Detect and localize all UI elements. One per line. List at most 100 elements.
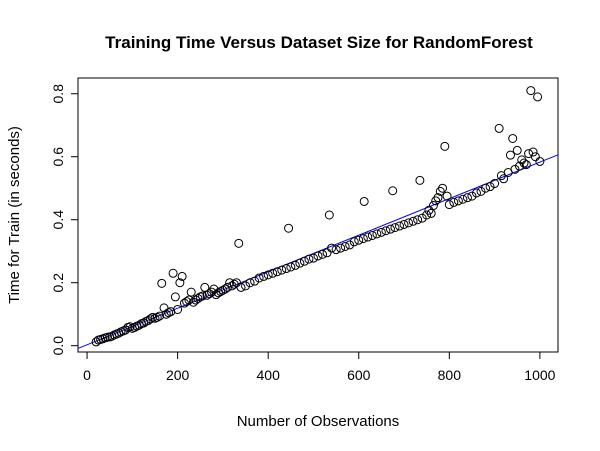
data-point	[170, 292, 180, 302]
data-point	[191, 295, 201, 305]
data-point	[130, 322, 140, 332]
data-point	[376, 227, 386, 237]
data-point	[510, 164, 520, 174]
data-point	[295, 258, 305, 268]
data-point	[241, 281, 251, 291]
data-point	[263, 270, 273, 280]
data-point	[388, 186, 398, 196]
data-point	[372, 229, 382, 239]
data-point	[268, 268, 278, 278]
data-point	[395, 221, 405, 231]
data-point	[193, 293, 203, 303]
x-tick-label: 0	[83, 367, 91, 383]
data-point	[231, 278, 241, 288]
data-point	[359, 196, 369, 206]
data-point	[499, 174, 509, 184]
data-point	[159, 303, 169, 313]
data-point	[413, 215, 423, 225]
data-point	[535, 156, 545, 166]
data-point	[431, 196, 441, 206]
y-axis: 0.0 0.2 0.4 0.6 0.8	[50, 84, 79, 356]
data-point	[227, 281, 237, 291]
data-point	[349, 237, 359, 247]
data-point	[281, 264, 291, 274]
data-point	[354, 235, 364, 245]
data-point	[152, 312, 162, 322]
data-point	[381, 226, 391, 236]
data-point	[324, 210, 334, 220]
data-point	[121, 325, 131, 335]
data-point	[155, 311, 165, 321]
x-tick-label: 800	[438, 367, 462, 383]
data-point	[145, 314, 155, 324]
data-point	[471, 188, 481, 198]
data-point	[143, 316, 153, 326]
data-point	[272, 267, 282, 277]
data-point	[331, 245, 341, 255]
data-point	[322, 248, 332, 258]
data-point	[449, 197, 459, 207]
data-point	[358, 234, 368, 244]
data-point	[526, 86, 536, 96]
data-point	[166, 307, 176, 317]
data-point	[202, 290, 212, 300]
x-tick-label: 400	[257, 367, 281, 383]
data-point	[415, 175, 425, 185]
data-point	[444, 200, 454, 210]
x-tick-label: 1000	[524, 367, 555, 383]
data-point	[125, 322, 135, 332]
data-point	[308, 253, 318, 263]
data-point	[530, 152, 540, 162]
data-point	[515, 161, 525, 171]
y-tick-label: 0.2	[50, 273, 66, 293]
data-point	[234, 238, 244, 248]
data-point	[424, 205, 434, 215]
data-point	[363, 232, 373, 242]
data-point	[216, 287, 226, 297]
y-tick-label: 0.0	[50, 336, 66, 356]
data-point	[422, 210, 432, 220]
data-point	[259, 271, 269, 281]
data-point	[521, 160, 531, 170]
data-point	[277, 265, 287, 275]
data-point	[336, 243, 346, 253]
x-tick-label: 600	[347, 367, 371, 383]
data-point	[173, 304, 183, 314]
data-point	[175, 278, 185, 288]
data-point	[494, 123, 504, 133]
data-point	[218, 285, 228, 295]
data-point	[134, 320, 144, 330]
data-point	[399, 219, 409, 229]
data-point	[462, 193, 472, 203]
data-point	[245, 278, 255, 288]
data-point	[404, 218, 414, 228]
data-point	[512, 145, 522, 155]
data-point	[458, 194, 468, 204]
data-point	[318, 249, 328, 259]
data-points-group	[91, 86, 545, 347]
data-point	[408, 216, 418, 226]
x-axis-label: Number of Observations	[237, 413, 400, 430]
data-point	[236, 282, 246, 292]
x-tick-label: 200	[166, 367, 190, 383]
data-point	[198, 291, 208, 301]
data-point	[304, 254, 314, 264]
chart-title: Training Time Versus Dataset Size for Ra…	[105, 33, 533, 52]
data-point	[476, 186, 486, 196]
data-point	[390, 223, 400, 233]
data-point	[250, 276, 260, 286]
plot-frame	[77, 77, 559, 353]
x-axis: 0 200 400 600 800 1000	[83, 351, 556, 383]
data-point	[139, 318, 149, 328]
data-point	[161, 309, 171, 319]
data-point	[204, 289, 214, 299]
data-point	[182, 297, 192, 307]
data-point	[286, 262, 296, 272]
data-point	[490, 179, 500, 189]
data-point	[290, 260, 300, 270]
data-point	[299, 256, 309, 266]
data-point	[254, 273, 264, 283]
data-point	[442, 191, 452, 201]
y-tick-label: 0.6	[50, 147, 66, 167]
